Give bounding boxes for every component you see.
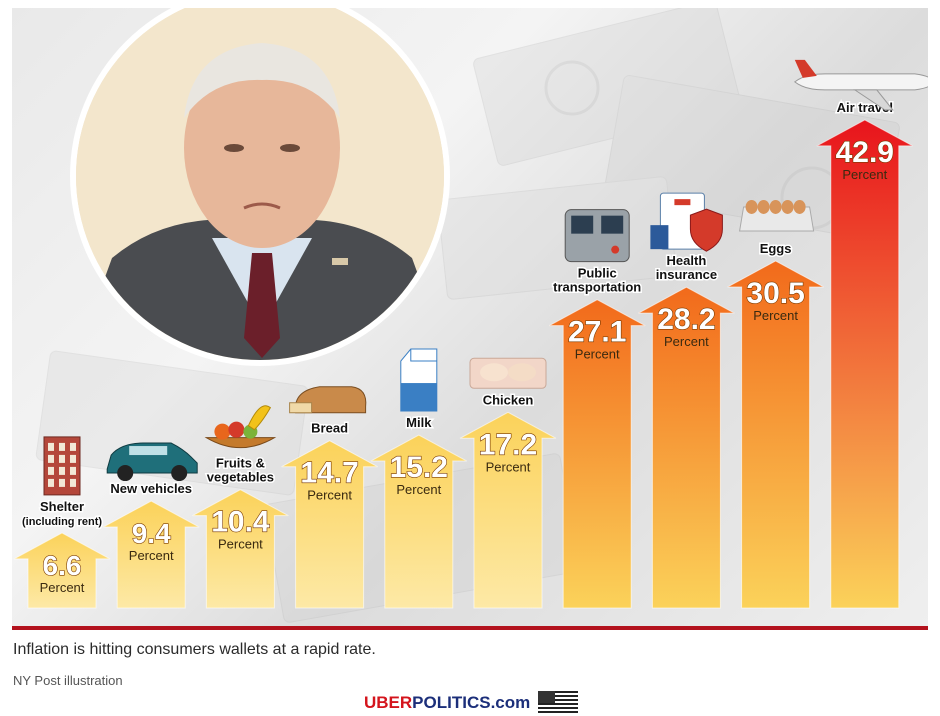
bar-unit-label: Percent	[575, 347, 620, 362]
bar-value-label: 6.6	[43, 550, 82, 581]
bar-unit-label: Percent	[486, 459, 531, 474]
bar-arrow	[727, 260, 824, 609]
airplane-icon	[793, 59, 928, 111]
bar-unit-label: Percent	[129, 548, 174, 563]
portrait-photo-icon	[70, 8, 450, 366]
bar-value-label: 14.7	[300, 457, 358, 490]
watermark-part1: UBER	[364, 693, 413, 712]
bar-value-label: 9.4	[132, 518, 171, 549]
bar-value-label: 42.9	[836, 136, 894, 169]
bar-arrow	[102, 500, 200, 609]
bar-unit-label: Percent	[753, 308, 798, 323]
category-label: Shelter	[40, 499, 84, 514]
watermark-part2: POLITICS.com	[412, 693, 531, 712]
fruit-bowl-icon	[204, 405, 277, 449]
subway-train-icon	[564, 209, 630, 263]
bar-arrow	[548, 299, 646, 609]
bar-arrow	[816, 119, 914, 609]
us-flag-icon	[538, 691, 579, 715]
divider-rule	[12, 626, 928, 630]
category-label: Health	[667, 253, 707, 268]
bar-arrow	[13, 532, 111, 609]
bread-loaf-icon	[289, 386, 367, 414]
bar-unit-label: Percent	[218, 537, 263, 552]
milk-carton-icon	[400, 348, 438, 412]
bar-value-label: 15.2	[390, 451, 448, 484]
bar-unit-label: Percent	[40, 580, 85, 595]
bar-arrow	[370, 434, 468, 609]
egg-carton-icon	[739, 199, 815, 232]
infographic-chart: 6.6 Percent Shelter (including rent) 9.4 Perc…	[12, 8, 928, 628]
category-label: New vehicles	[110, 481, 192, 496]
category-sublabel: transportation	[553, 280, 641, 295]
bar-arrow	[459, 411, 557, 609]
bar-unit-label: Percent	[842, 167, 887, 182]
chart-caption: Inflation is hitting consumers wallets a…	[13, 641, 376, 658]
suv-car-icon	[106, 442, 198, 482]
chicken-tray-icon	[469, 357, 547, 389]
bar-unit-label: Percent	[664, 334, 709, 349]
category-label: Milk	[406, 415, 432, 430]
bar-arrow	[638, 286, 735, 609]
bar-value-label: 28.2	[657, 303, 715, 336]
bar-unit-label: Percent	[396, 482, 441, 497]
bar-arrow	[192, 489, 289, 609]
category-label: Chicken	[483, 392, 534, 407]
bar-value-label: 17.2	[479, 428, 537, 461]
category-label: Public	[578, 266, 617, 281]
category-sublabel: (including rent)	[22, 516, 102, 528]
bar-value-label: 10.4	[211, 506, 270, 539]
bar-value-label: 30.5	[746, 277, 804, 310]
bar-value-label: 27.1	[568, 316, 626, 349]
category-sublabel: vegetables	[207, 470, 274, 485]
chart-credit: NY Post illustration	[13, 673, 123, 688]
townhouse-icon	[43, 436, 81, 496]
bar-unit-label: Percent	[307, 488, 352, 503]
category-label: Bread	[311, 421, 348, 436]
category-sublabel: insurance	[656, 267, 717, 282]
health-insurance-icon	[650, 192, 723, 252]
site-watermark: UBER POLITICS.com	[364, 690, 579, 716]
bar-arrow	[281, 440, 378, 609]
category-label: Fruits &	[216, 456, 265, 471]
category-label: Eggs	[760, 241, 792, 256]
